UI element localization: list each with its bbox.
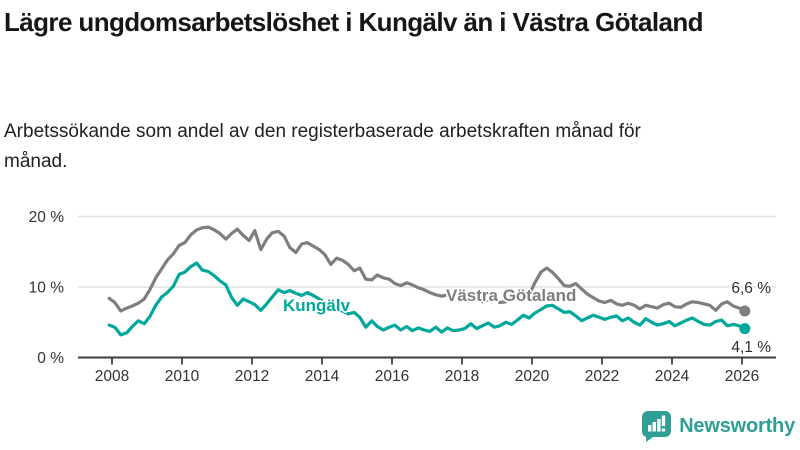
- svg-text:10 %: 10 %: [29, 280, 65, 297]
- svg-text:2022: 2022: [585, 368, 619, 385]
- newsworthy-brand: Newsworthy: [641, 410, 795, 442]
- series-label-vastra-gotaland: Västra Götaland: [446, 286, 577, 305]
- series-label-kungalv: Kungälv: [283, 296, 351, 315]
- svg-text:2026: 2026: [725, 368, 759, 385]
- svg-text:2010: 2010: [165, 368, 200, 385]
- end-value-label-vastra-gotaland: 6,6 %: [731, 280, 771, 297]
- svg-text:2008: 2008: [95, 368, 129, 385]
- chart-subtitle: Arbetssökande som andel av den registerb…: [4, 121, 641, 172]
- svg-text:2024: 2024: [655, 368, 690, 385]
- svg-text:2014: 2014: [305, 368, 340, 385]
- svg-text:20 %: 20 %: [29, 209, 65, 226]
- svg-text:2012: 2012: [235, 368, 269, 385]
- bar-chart-speech-bubble-icon: [642, 411, 672, 442]
- svg-text:2020: 2020: [515, 368, 550, 385]
- end-value-label-kungalv: 4,1 %: [731, 339, 771, 356]
- svg-text:2016: 2016: [375, 368, 409, 385]
- svg-text:0 %: 0 %: [37, 350, 64, 367]
- page-title: Lägre ungdomsarbetslöshet i Kungälv än i…: [4, 7, 703, 37]
- newsworthy-wordmark: Newsworthy: [679, 414, 795, 437]
- svg-text:2018: 2018: [445, 368, 479, 385]
